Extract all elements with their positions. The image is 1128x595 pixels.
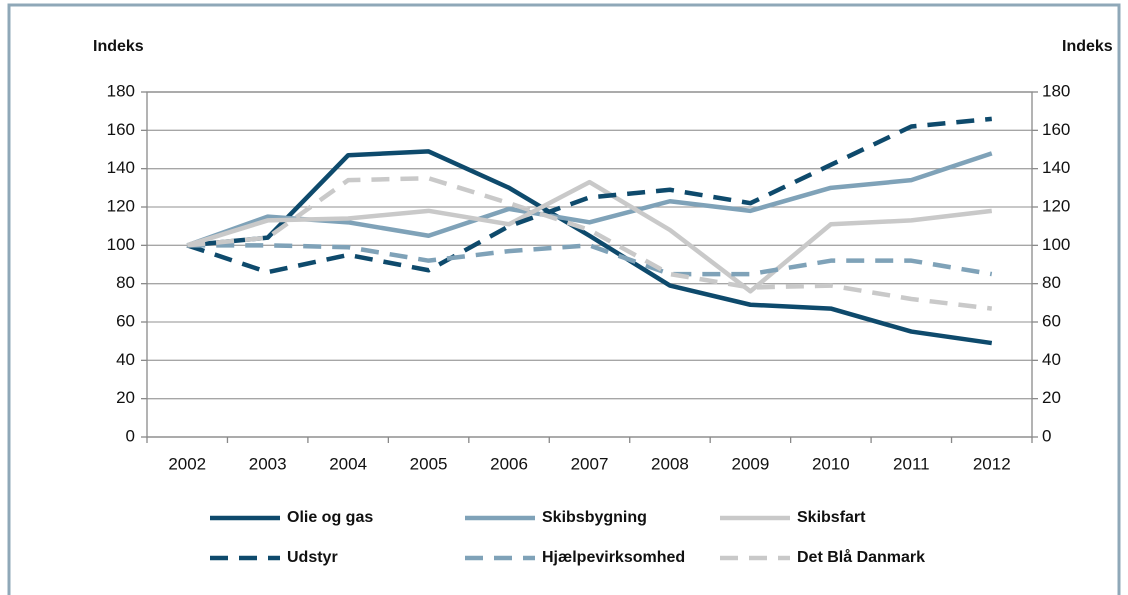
y2-tick-label: 20 xyxy=(1042,388,1061,407)
y2-tick-label: 40 xyxy=(1042,350,1061,369)
y-tick-label: 140 xyxy=(107,158,135,177)
y-tick-label: 80 xyxy=(116,273,135,292)
y2-tick-label: 60 xyxy=(1042,311,1061,330)
y-tick-label: 180 xyxy=(107,81,135,100)
series-line xyxy=(187,149,993,346)
x-tick-label: 2009 xyxy=(731,454,769,473)
y2-tick-label: 140 xyxy=(1042,158,1070,177)
x-tick-label: 2003 xyxy=(249,454,287,473)
series-line xyxy=(187,243,993,277)
series-line xyxy=(187,176,993,311)
y-axis-label: Indeks xyxy=(93,38,144,55)
y2-tick-label: 160 xyxy=(1042,120,1070,139)
series-line xyxy=(186,116,992,275)
y-tick-label: 100 xyxy=(107,235,135,254)
y2-tick-label: 120 xyxy=(1042,196,1070,215)
series-line xyxy=(186,179,993,294)
x-tick-label: 2005 xyxy=(410,454,448,473)
y-tick-label: 40 xyxy=(116,350,135,369)
x-tick-label: 2010 xyxy=(812,454,850,473)
legend-label: Skibsbygning xyxy=(542,509,647,526)
x-tick-label: 2006 xyxy=(490,454,528,473)
legend-label: Udstyr xyxy=(287,549,338,566)
y2-tick-label: 0 xyxy=(1042,426,1051,445)
x-tick-label: 2002 xyxy=(168,454,206,473)
y2-axis-label: Indeks xyxy=(1062,38,1113,55)
x-tick-label: 2012 xyxy=(973,454,1011,473)
y2-tick-label: 100 xyxy=(1042,235,1070,254)
legend-label: Hjælpevirksomhed xyxy=(542,549,685,566)
legend-label: Skibsfart xyxy=(797,509,866,526)
frame xyxy=(7,3,1121,595)
y-tick-label: 60 xyxy=(116,311,135,330)
x-tick-label: 2008 xyxy=(651,454,689,473)
y-tick-label: 120 xyxy=(107,196,135,215)
y2-tick-label: 180 xyxy=(1042,81,1070,100)
y-tick-label: 20 xyxy=(116,388,135,407)
legend-label: Olie og gas xyxy=(287,509,373,526)
y2-tick-label: 80 xyxy=(1042,273,1061,292)
y-tick-label: 160 xyxy=(107,120,135,139)
x-tick-label: 2004 xyxy=(329,454,367,473)
legend-label: Det Blå Danmark xyxy=(797,548,925,566)
y-tick-label: 0 xyxy=(126,426,135,445)
x-tick-label: 2007 xyxy=(571,454,609,473)
plot-border xyxy=(146,91,1033,438)
x-tick-label: 2011 xyxy=(893,454,930,473)
